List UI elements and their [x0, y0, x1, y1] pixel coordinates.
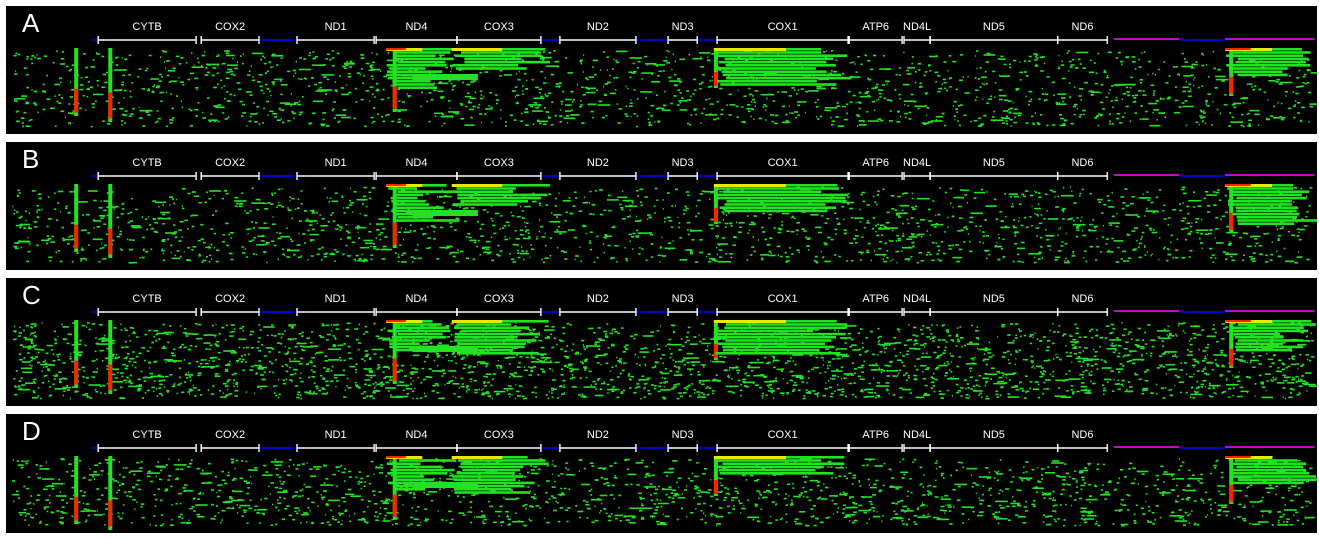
gene-label: COX3 — [484, 429, 514, 441]
gene-label: COX2 — [215, 293, 245, 305]
gene-label: ND4 — [405, 157, 427, 169]
gene-label: ND2 — [587, 157, 609, 169]
dense-read-stacks — [386, 184, 1317, 225]
gene-label: COX2 — [215, 21, 245, 33]
gene-label: ATP6 — [862, 157, 889, 169]
read-scatter — [12, 322, 1317, 400]
gene-label: COX3 — [484, 293, 514, 305]
gene-label: ND5 — [983, 21, 1005, 33]
gene-label: ATP6 — [862, 21, 889, 33]
panel-letter: A — [22, 8, 40, 38]
gene-label: COX3 — [484, 157, 514, 169]
gene-label: ND4 — [405, 293, 427, 305]
gene-label: ND1 — [325, 21, 347, 33]
gene-label: ATP6 — [862, 293, 889, 305]
gene-label: COX2 — [215, 157, 245, 169]
gene-label: ND5 — [983, 157, 1005, 169]
panel-a: A CYTB COX2 ND1 ND4 COX3 ND2 ND3 COX1 ATP6 ND4L ND… — [6, 6, 1317, 134]
gene-label: COX1 — [768, 21, 798, 33]
panel-letter: B — [22, 144, 40, 174]
gene-label: ND4L — [903, 429, 931, 441]
coverage-spikes — [74, 48, 1234, 122]
panel-letter: C — [22, 280, 41, 310]
coverage-spikes — [74, 184, 1234, 258]
panel-b: B CYTB COX2 ND1 ND4 COX3 ND2 ND3 COX1 ATP6 ND4L ND… — [6, 142, 1317, 270]
coverage-spikes — [74, 456, 1234, 530]
dense-read-stacks — [386, 320, 1317, 355]
gene-label: ND1 — [325, 429, 347, 441]
gene-label: ND4L — [903, 21, 931, 33]
gene-label: COX1 — [768, 429, 798, 441]
read-coverage-plot: CYTB COX2 ND1 ND4 COX3 ND2 ND3 COX1 ATP6 ND4L ND5 N… — [13, 21, 1317, 128]
read-scatter — [12, 186, 1313, 264]
read-scatter — [13, 50, 1317, 128]
panel-c: C CYTB COX2 ND1 ND4 COX3 ND2 ND3 COX1 ATP6 ND4L ND… — [6, 278, 1317, 406]
gene-label: ND4 — [405, 21, 427, 33]
gene-label: ND6 — [1071, 429, 1093, 441]
gene-label: ND6 — [1071, 21, 1093, 33]
panel-letter: D — [22, 416, 41, 446]
gene-label: ND5 — [983, 429, 1005, 441]
gene-track: CYTB COX2 ND1 ND4 COX3 ND2 ND3 COX1 ATP6 ND4L ND5 N… — [97, 429, 1108, 452]
gene-label: CYTB — [132, 293, 161, 305]
gene-label: ND5 — [983, 293, 1005, 305]
gene-label: ND6 — [1071, 157, 1093, 169]
gene-label: ND3 — [672, 157, 694, 169]
gene-label: ND3 — [672, 21, 694, 33]
gene-label: ND4 — [405, 429, 427, 441]
read-scatter — [12, 458, 1315, 527]
coverage-spikes — [74, 320, 1234, 394]
gene-label: COX1 — [768, 293, 798, 305]
gene-label: ND6 — [1071, 293, 1093, 305]
panel-d: D CYTB COX2 ND1 ND4 COX3 ND2 ND3 COX1 ATP6 ND4L ND… — [6, 414, 1317, 533]
gene-label: ND4L — [903, 293, 931, 305]
gene-label: COX2 — [215, 429, 245, 441]
read-coverage-plot: CYTB COX2 ND1 ND4 COX3 ND2 ND3 COX1 ATP6 ND4L ND5 N… — [12, 293, 1317, 400]
gene-label: CYTB — [132, 429, 161, 441]
gene-label: ND4L — [903, 157, 931, 169]
gene-label: ND2 — [587, 21, 609, 33]
gene-label: ND2 — [587, 429, 609, 441]
gene-label: CYTB — [132, 21, 161, 33]
gene-track: CYTB COX2 ND1 ND4 COX3 ND2 ND3 COX1 ATP6 ND4L ND5 N… — [97, 157, 1108, 180]
gene-track: CYTB COX2 ND1 ND4 COX3 ND2 ND3 COX1 ATP6 ND4L ND5 N… — [97, 293, 1108, 316]
gene-label: ND1 — [325, 157, 347, 169]
gene-label: ND1 — [325, 293, 347, 305]
gene-label: CYTB — [132, 157, 161, 169]
read-coverage-plot: CYTB COX2 ND1 ND4 COX3 ND2 ND3 COX1 ATP6 ND4L ND5 N… — [12, 157, 1317, 264]
gene-label: ND3 — [672, 429, 694, 441]
gene-label: ND2 — [587, 293, 609, 305]
gene-label: ND3 — [672, 293, 694, 305]
dense-read-stacks — [386, 456, 1317, 494]
gene-track: CYTB COX2 ND1 ND4 COX3 ND2 ND3 COX1 ATP6 ND4L ND5 N… — [97, 21, 1108, 44]
read-coverage-plot: CYTB COX2 ND1 ND4 COX3 ND2 ND3 COX1 ATP6 ND4L ND5 N… — [12, 429, 1317, 530]
dense-read-stacks — [386, 48, 1311, 89]
gene-label: COX1 — [768, 157, 798, 169]
gene-label: ATP6 — [862, 429, 889, 441]
gene-label: COX3 — [484, 21, 514, 33]
